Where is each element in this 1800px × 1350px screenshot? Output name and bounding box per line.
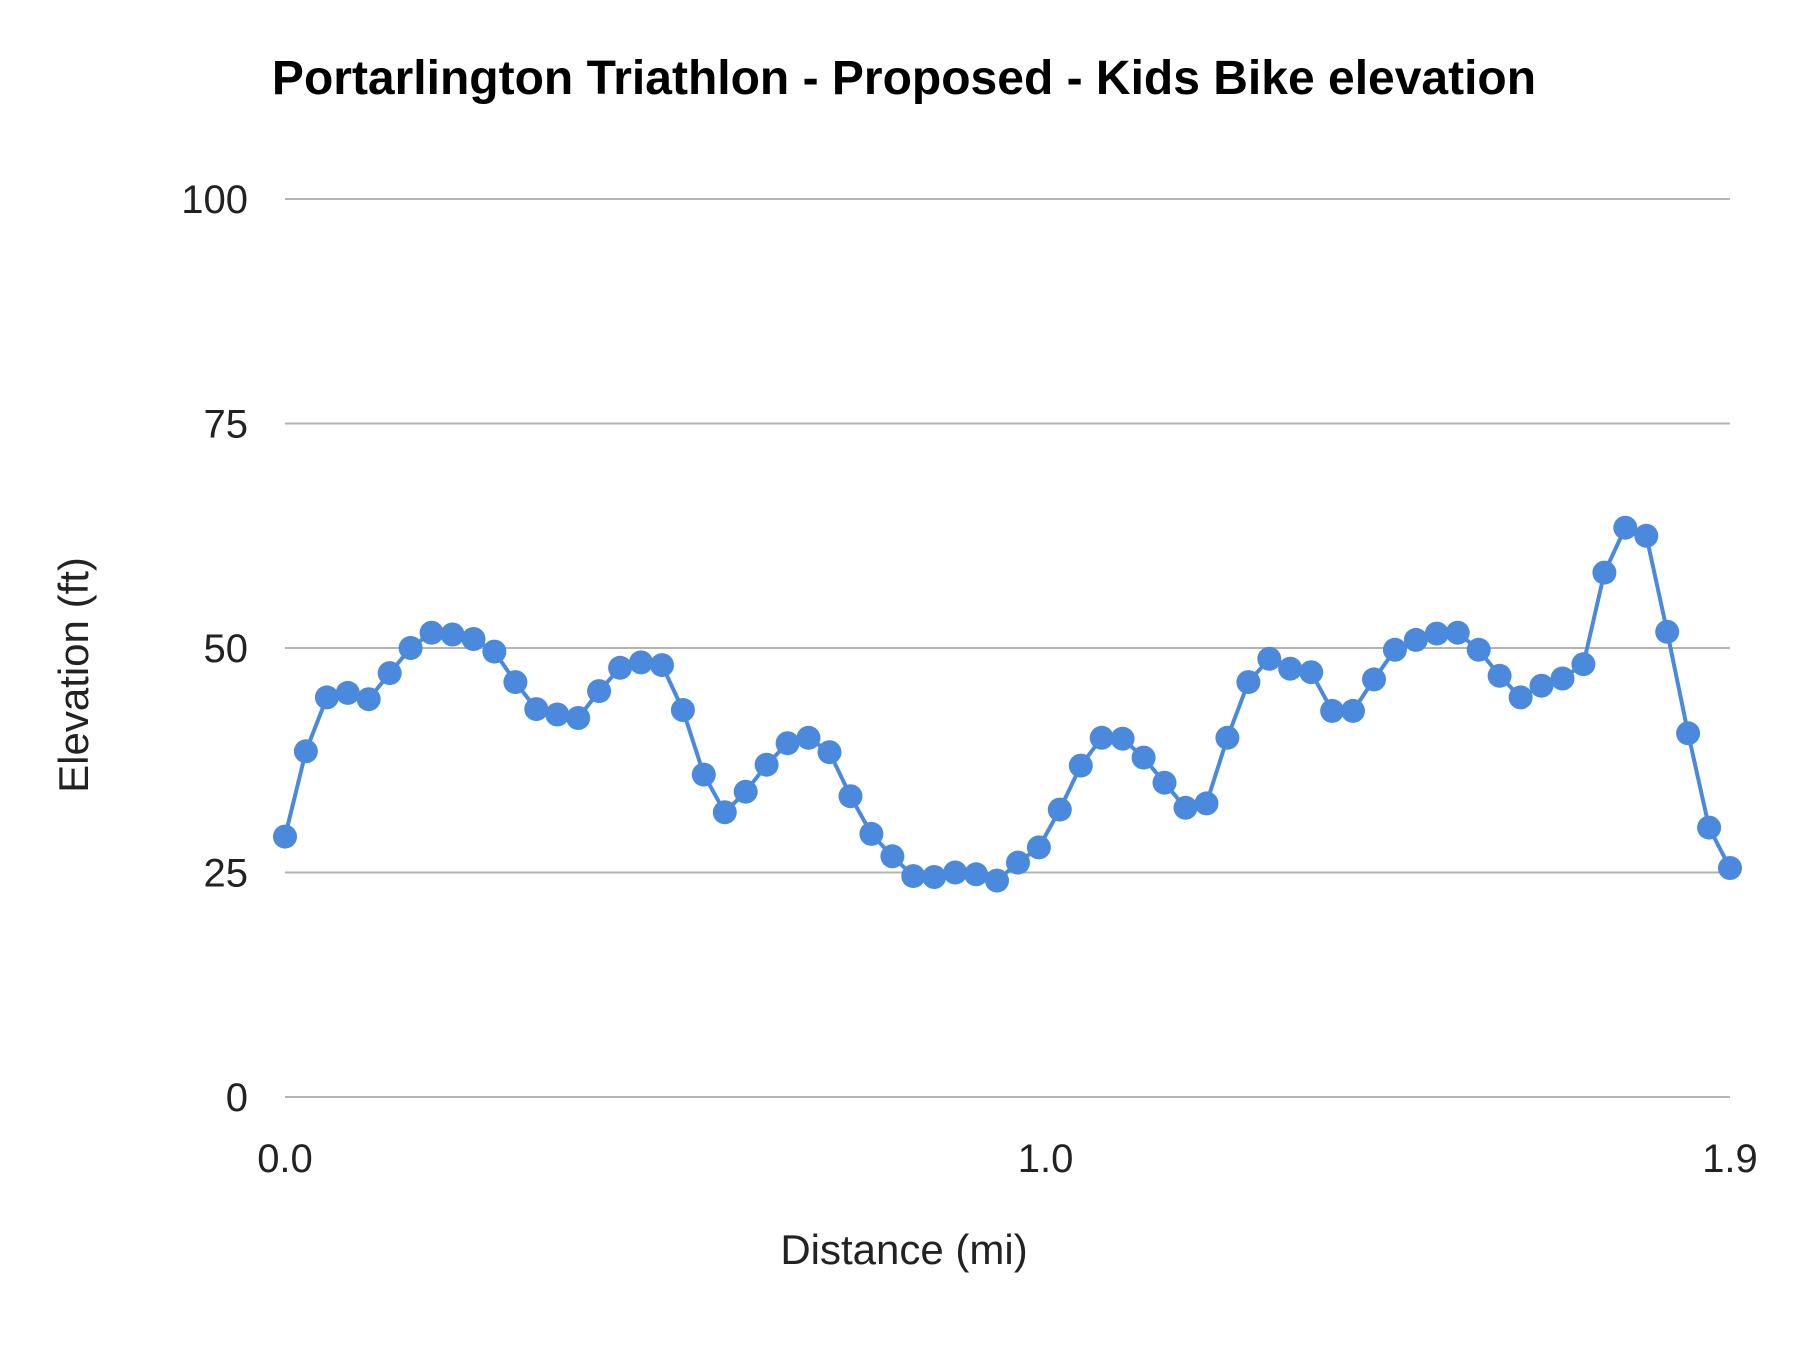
y-tick-label: 100 xyxy=(181,178,248,222)
data-point xyxy=(733,779,758,804)
data-point xyxy=(1697,815,1722,840)
data-point xyxy=(629,650,653,675)
y-axis-label: Elevation (ft) xyxy=(50,557,97,793)
x-axis-label: Distance (mi) xyxy=(780,1226,1027,1273)
data-point xyxy=(1424,621,1449,646)
data-point xyxy=(314,685,339,710)
data-point xyxy=(545,702,570,727)
data-point xyxy=(1613,515,1638,540)
data-point xyxy=(817,740,842,765)
data-point xyxy=(1047,797,1072,822)
elevation-series xyxy=(273,515,1742,893)
data-point xyxy=(1110,726,1135,751)
data-point xyxy=(1173,795,1198,820)
data-point xyxy=(587,679,612,704)
data-point xyxy=(796,725,821,750)
data-point xyxy=(273,824,297,849)
data-point xyxy=(1508,685,1533,710)
data-point xyxy=(377,661,402,686)
data-point xyxy=(461,627,486,651)
data-point xyxy=(1529,673,1554,698)
data-point xyxy=(293,739,318,764)
data-point xyxy=(775,731,800,756)
data-point xyxy=(1382,637,1407,662)
data-point xyxy=(1236,670,1261,695)
data-point xyxy=(943,860,968,885)
data-point xyxy=(985,868,1009,893)
gridlines xyxy=(285,198,1730,1098)
data-point xyxy=(1676,721,1701,746)
y-tick-label: 25 xyxy=(204,852,249,896)
x-axis-ticks: 0.0 1.0 1.9 xyxy=(257,1137,1758,1181)
chart-title: Portarlington Triathlon - Proposed - Kid… xyxy=(272,52,1536,105)
x-tick-label: 1.0 xyxy=(1018,1137,1074,1181)
data-point xyxy=(670,698,695,722)
data-point xyxy=(1403,627,1428,652)
data-point xyxy=(503,670,528,695)
data-point xyxy=(1718,856,1742,880)
data-point xyxy=(1550,666,1575,691)
data-point xyxy=(712,800,737,825)
data-point xyxy=(1466,637,1491,662)
data-point xyxy=(1194,791,1219,816)
data-point xyxy=(1341,698,1365,723)
data-point xyxy=(335,680,360,705)
data-point xyxy=(1215,725,1240,750)
data-point xyxy=(650,653,674,678)
data-point xyxy=(1278,656,1303,681)
data-point xyxy=(1068,753,1093,778)
data-point xyxy=(1026,835,1051,860)
data-point xyxy=(356,687,381,712)
data-point xyxy=(1131,745,1156,770)
x-tick-label: 0.0 xyxy=(257,1137,313,1181)
y-tick-label: 50 xyxy=(204,627,249,671)
data-point xyxy=(1655,619,1680,644)
data-point xyxy=(1571,652,1596,677)
data-point xyxy=(1299,660,1324,685)
data-point xyxy=(1089,725,1114,750)
data-point xyxy=(1487,663,1512,688)
y-tick-label: 75 xyxy=(204,403,249,447)
data-point xyxy=(524,697,549,722)
data-point xyxy=(482,639,507,664)
data-point xyxy=(1257,646,1282,671)
data-point xyxy=(754,752,779,777)
data-point xyxy=(838,784,863,809)
data-point xyxy=(859,821,884,846)
series-line xyxy=(283,525,1732,883)
data-point xyxy=(608,655,633,680)
y-axis-ticks: 0 25 50 75 100 xyxy=(181,178,248,1120)
data-point xyxy=(1152,770,1177,795)
y-tick-label: 0 xyxy=(226,1076,248,1120)
data-point xyxy=(566,706,591,730)
data-point xyxy=(1634,523,1659,548)
data-point xyxy=(1592,560,1617,585)
data-point xyxy=(1320,698,1345,723)
data-point xyxy=(440,622,465,647)
data-point xyxy=(964,862,989,887)
data-point xyxy=(880,844,905,869)
data-point xyxy=(1445,620,1470,645)
data-point xyxy=(419,620,444,645)
data-point xyxy=(398,636,423,660)
data-point xyxy=(691,762,716,787)
x-tick-label: 1.9 xyxy=(1702,1137,1758,1181)
data-point xyxy=(1006,850,1030,875)
data-point xyxy=(1362,667,1386,692)
data-point xyxy=(901,864,926,889)
data-point xyxy=(922,865,947,889)
